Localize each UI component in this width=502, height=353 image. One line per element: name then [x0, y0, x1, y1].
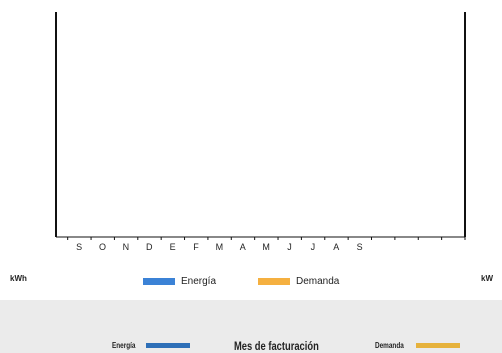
x-tick-label: A	[333, 242, 340, 252]
x-tick-label: F	[193, 242, 199, 252]
x-tick-marks	[67, 237, 466, 240]
x-tick-label: E	[170, 242, 177, 252]
footer-energia-swatch	[146, 343, 191, 348]
x-tick-label: S	[76, 242, 83, 252]
legend-energia: Energía	[143, 276, 216, 287]
x-tick-label: M	[216, 242, 224, 252]
x-tick-label: M	[262, 242, 270, 252]
footer-legend-demanda: Demanda	[375, 341, 461, 350]
legend-demanda-swatch	[258, 278, 290, 285]
x-tick-label: A	[240, 242, 247, 252]
footer-energia-label: Energía	[112, 341, 136, 350]
legend-demanda-label: Demanda	[296, 276, 340, 287]
x-tick-label: J	[287, 242, 292, 252]
x-tick-label: D	[146, 242, 153, 252]
legend-energia-swatch	[143, 278, 175, 285]
left-unit-label: kWh	[10, 274, 27, 283]
x-tick-label: S	[357, 242, 364, 252]
x-tick-label: N	[123, 242, 130, 252]
footer-demanda-swatch	[416, 343, 461, 348]
footer-xlabel: Mes de facturación	[234, 339, 319, 353]
right-unit-label: kW	[481, 274, 493, 283]
legend-demanda: Demanda	[258, 276, 339, 287]
legend-energia-label: Energía	[181, 276, 217, 287]
x-tick-label: O	[99, 242, 107, 252]
footer-legend-energia: Energía	[112, 341, 191, 350]
footer-demanda-label: Demanda	[375, 341, 404, 350]
x-tick-label: J	[311, 242, 316, 252]
